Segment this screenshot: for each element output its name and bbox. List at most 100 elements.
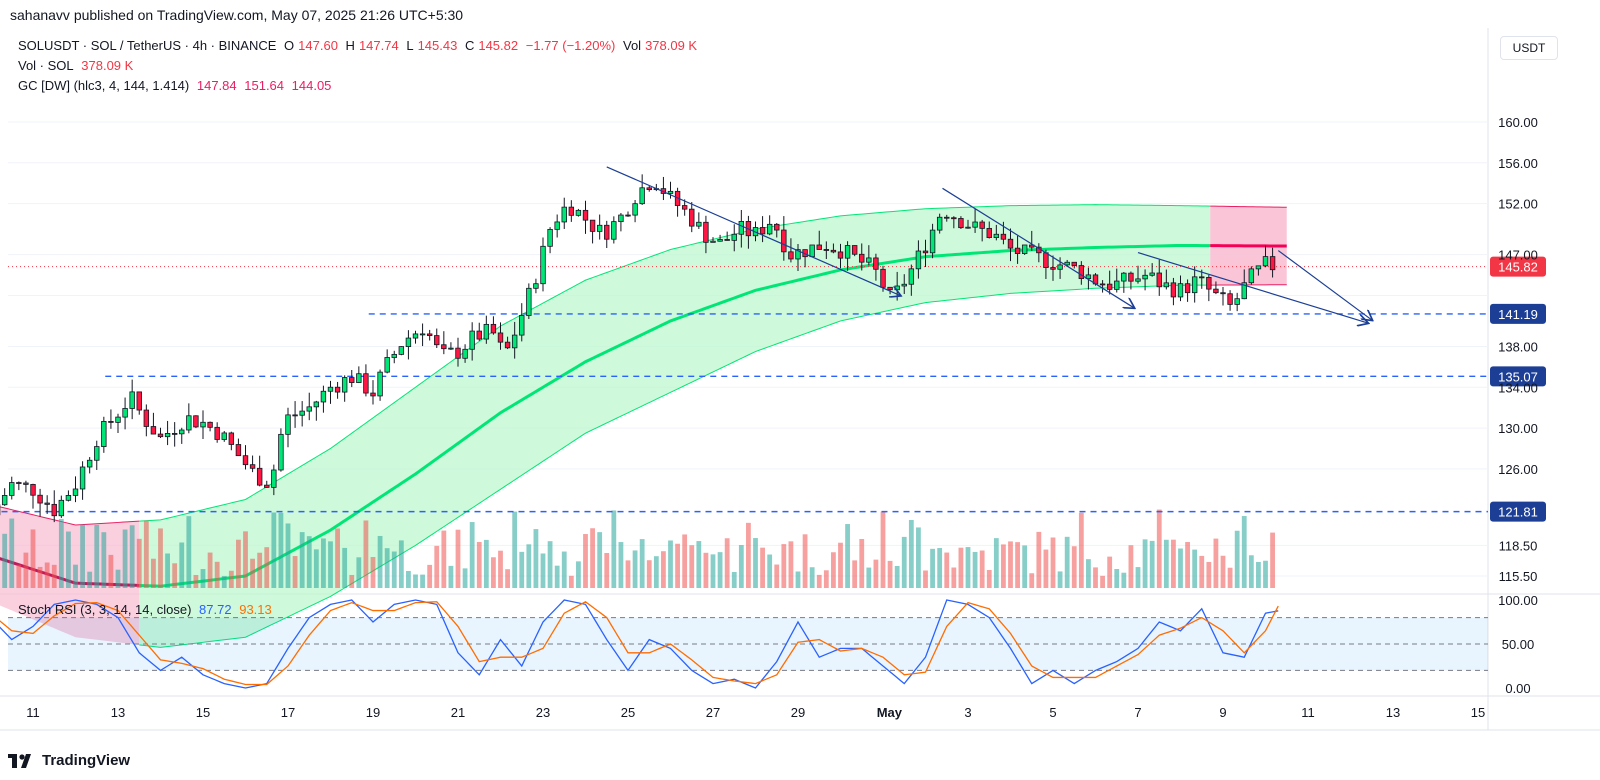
gc-band-fill-green <box>139 204 1211 648</box>
candle-body <box>1220 292 1226 295</box>
candle-body <box>23 482 29 485</box>
volume-bar <box>186 516 192 588</box>
volume-bar <box>547 541 553 588</box>
candle-body <box>1227 293 1233 305</box>
candle-body <box>405 337 412 347</box>
volume-bar <box>944 552 950 588</box>
volume-bar <box>406 570 411 588</box>
time-tick-label: 23 <box>536 705 550 720</box>
candle-body <box>1071 261 1077 266</box>
volume-bar <box>873 559 879 588</box>
candle-body <box>79 466 86 490</box>
candle-body <box>526 287 532 316</box>
volume-bar <box>179 542 185 588</box>
volume-bar <box>483 539 489 588</box>
candle-body <box>235 444 242 457</box>
candle-body <box>200 421 206 428</box>
volume-bar <box>866 567 872 588</box>
candle-body <box>944 216 950 219</box>
volume-bar <box>682 534 688 588</box>
time-tick-label: May <box>877 705 903 720</box>
vol-line-label[interactable]: Vol · SOL <box>18 58 74 73</box>
volume-bar <box>533 529 539 588</box>
candle-body <box>1213 288 1219 294</box>
volume-bar <box>802 534 808 588</box>
volume-bar <box>604 552 610 588</box>
candle-body <box>143 409 150 427</box>
tradingview-logo[interactable]: TradingView <box>8 752 130 769</box>
stoch-label[interactable]: Stoch RSI (3, 3, 14, 14, close) <box>18 602 192 617</box>
volume-bar <box>264 547 270 588</box>
time-tick-label: 13 <box>111 705 125 720</box>
close-value: 145.82 <box>478 38 519 53</box>
candle-body <box>568 206 575 216</box>
horizontal-levels <box>0 266 1488 513</box>
volume-bar <box>243 531 248 588</box>
candle-body <box>894 285 900 291</box>
candle-body <box>370 392 376 397</box>
volume-bar <box>214 561 220 588</box>
candle-body <box>844 245 851 259</box>
change-value: −1.77 (−1.20%) <box>525 38 616 53</box>
volume-bar <box>285 523 291 588</box>
volume-bar <box>916 527 921 588</box>
projection-arrow <box>1277 250 1372 320</box>
volume-bar <box>788 541 794 588</box>
candle-body <box>384 357 390 373</box>
candle-body <box>1142 274 1148 280</box>
volume-bar <box>349 574 355 588</box>
candle-body <box>901 283 907 287</box>
high-value: 147.74 <box>358 38 399 53</box>
candle-body <box>299 410 305 416</box>
candle-body <box>703 221 709 243</box>
level-price-label: 135.07 <box>1498 369 1538 384</box>
price-tick-label: 152.00 <box>1498 197 1538 212</box>
volume-legend: Vol · SOL 378.09 K <box>18 58 137 73</box>
volume-bar <box>1008 541 1013 588</box>
volume-bar <box>136 538 142 588</box>
volume-bar <box>491 557 496 588</box>
volume-bar <box>951 567 957 588</box>
price-tick-label: 156.00 <box>1498 156 1538 171</box>
candle-body <box>122 408 128 418</box>
currency-unit-button[interactable]: USDT <box>1500 36 1558 60</box>
candle-body <box>306 406 312 412</box>
candle-body <box>327 386 334 392</box>
candle-body <box>1014 247 1021 254</box>
volume-bar <box>427 564 433 588</box>
candle-body <box>44 502 50 505</box>
candle-body <box>434 335 440 346</box>
volume-bar <box>370 557 376 588</box>
last-price-badge <box>1490 256 1546 277</box>
candle-body <box>1170 282 1177 298</box>
volume-bar <box>73 564 78 588</box>
time-tick-label: 5 <box>1049 705 1056 720</box>
candle-body <box>94 446 100 461</box>
trendline-arrow <box>942 187 1134 307</box>
volume-bar <box>228 570 234 588</box>
volume-bar <box>1199 555 1205 588</box>
volume-bar <box>51 564 57 588</box>
volume-bar <box>1220 555 1226 588</box>
symbol-label[interactable]: SOLUSDT · SOL / TetherUS · 4h · BINANCE <box>18 38 277 53</box>
volume-bar <box>731 571 737 588</box>
volume-bar <box>512 511 518 588</box>
candle-body <box>816 244 822 250</box>
candle-body <box>951 217 957 220</box>
candle-body <box>540 245 546 285</box>
volume-bar <box>823 570 829 588</box>
candle-body <box>1000 233 1007 240</box>
candle-body <box>1078 265 1085 280</box>
time-tick-label: 11 <box>1301 705 1315 720</box>
candle-body <box>271 469 277 488</box>
stoch-tick-label: 100.00 <box>1498 593 1538 608</box>
candle-body <box>129 391 135 409</box>
candle-body <box>830 249 837 253</box>
candle-body <box>356 373 362 383</box>
vol-label: Vol <box>622 38 642 53</box>
volume-bar <box>469 522 475 588</box>
gc-label[interactable]: GC [DW] (hlc3, 4, 144, 1.414) <box>18 78 190 93</box>
volume-bar <box>689 545 695 588</box>
volume-bar <box>1248 555 1254 588</box>
